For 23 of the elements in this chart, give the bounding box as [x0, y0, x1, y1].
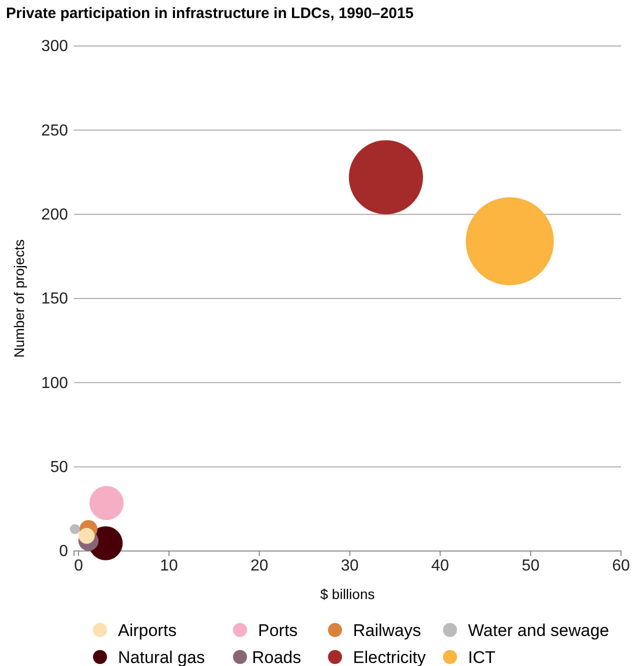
- x-tick-label: 50: [522, 557, 540, 574]
- y-tick-label: 150: [41, 290, 68, 308]
- x-tick-label: 30: [340, 557, 359, 574]
- legend-label: ICT: [468, 648, 496, 666]
- y-tick-label: 300: [41, 38, 68, 56]
- y-tick-label: 250: [41, 122, 68, 140]
- legend-label: Ports: [258, 621, 298, 640]
- x-tick-label: 60: [612, 557, 630, 574]
- y-tick-label: 50: [50, 458, 68, 476]
- y-tick-label: 0: [59, 543, 68, 560]
- y-axis-title: Number of projects: [11, 239, 27, 358]
- y-tick-label: 100: [41, 374, 68, 392]
- x-tick-label: 10: [160, 557, 178, 574]
- legend-label: Airports: [118, 621, 177, 640]
- legend-label: Railways: [353, 621, 422, 640]
- x-axis-title: $ billions: [320, 586, 375, 602]
- x-tick-label: 40: [431, 557, 450, 574]
- chart-title: Private participation in infrastructure in LDCs, 1990–2015: [6, 5, 414, 22]
- y-tick-label: 200: [41, 206, 68, 224]
- legend-label: Water and sewage: [468, 621, 610, 640]
- x-tick-label: 20: [250, 557, 268, 574]
- legend-label: Roads: [252, 648, 302, 666]
- x-tick-label: 0: [74, 557, 84, 574]
